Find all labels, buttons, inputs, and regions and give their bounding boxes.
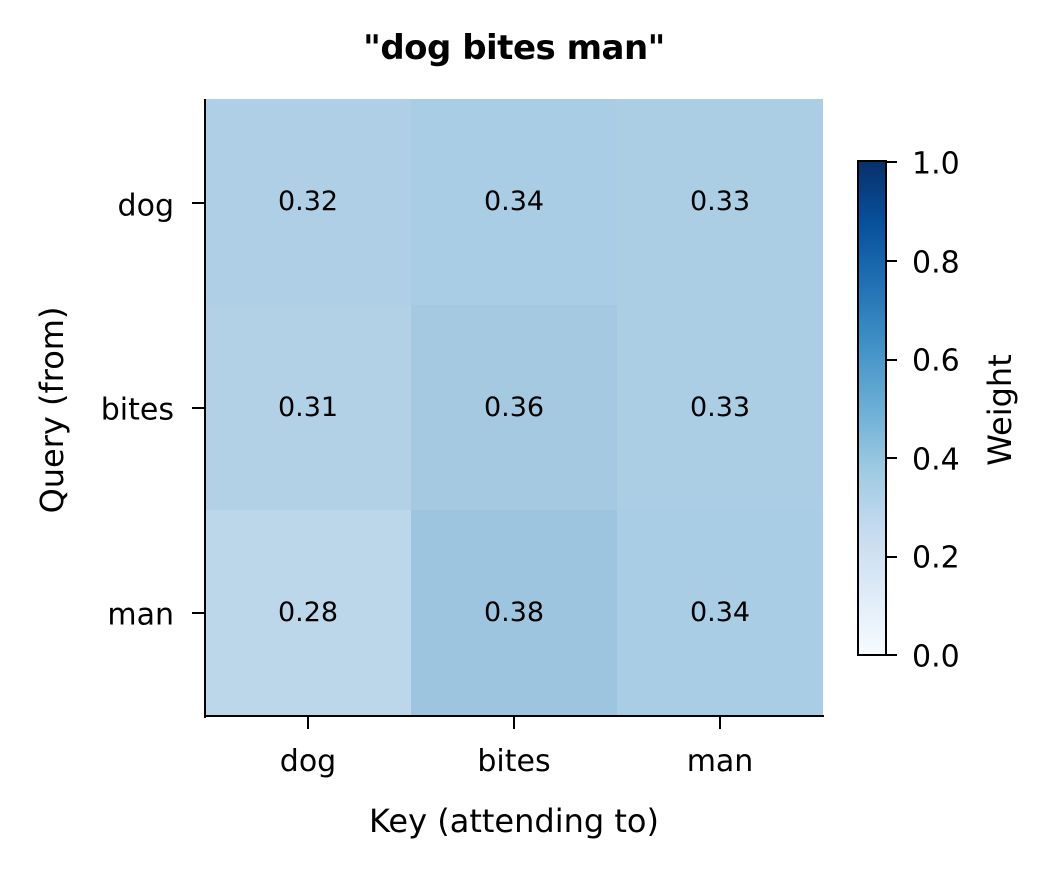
colorbar-tick: [885, 556, 897, 558]
y-tick-label: dog: [117, 188, 174, 224]
x-tick-label: man: [686, 744, 754, 779]
colorbar-tick-label: 0.0: [912, 639, 960, 675]
x-tick: [513, 717, 515, 729]
x-tick-label: dog: [279, 744, 337, 779]
colorbar-tick: [885, 457, 897, 459]
heatmap-cell: 0.32: [205, 99, 411, 305]
heatmap-cell: 0.34: [411, 99, 617, 305]
y-axis-title: Query (from): [33, 306, 71, 514]
heatmap-cell: 0.36: [411, 304, 617, 511]
y-tick: [192, 407, 204, 409]
colorbar-title: Weight: [981, 354, 1019, 466]
colorbar-tick-label: 0.2: [912, 540, 960, 576]
colorbar-tick: [885, 359, 897, 361]
y-tick-label: man: [107, 597, 174, 633]
colorbar-tick: [885, 161, 897, 163]
x-tick: [719, 717, 721, 729]
heatmap-cell: 0.38: [411, 510, 617, 716]
colorbar-tick-label: 0.4: [912, 442, 960, 478]
colorbar-tick: [885, 654, 897, 656]
chart-title: "dog bites man": [363, 28, 665, 68]
y-tick: [192, 612, 204, 614]
x-axis-title: Key (attending to): [369, 802, 659, 840]
y-tick-label: bites: [100, 392, 174, 428]
colorbar-tick-label: 0.8: [912, 245, 960, 281]
heatmap-cell: 0.34: [617, 510, 823, 716]
x-tick-label: bites: [477, 744, 551, 779]
heatmap-cell: 0.28: [205, 510, 411, 716]
colorbar: [857, 160, 887, 656]
colorbar-tick-label: 1.0: [912, 146, 960, 182]
heatmap-cell: 0.33: [617, 304, 823, 511]
y-axis-line: [204, 99, 206, 718]
x-axis-line: [204, 715, 824, 717]
y-tick: [192, 202, 204, 204]
x-tick: [307, 717, 309, 729]
colorbar-tick: [885, 260, 897, 262]
heatmap-grid: 0.32 0.34 0.33 0.31 0.36 0.33 0.28 0.38 …: [205, 99, 823, 716]
heatmap-cell: 0.31: [205, 304, 411, 511]
heatmap-cell: 0.33: [617, 99, 823, 305]
colorbar-tick-label: 0.6: [912, 343, 960, 379]
